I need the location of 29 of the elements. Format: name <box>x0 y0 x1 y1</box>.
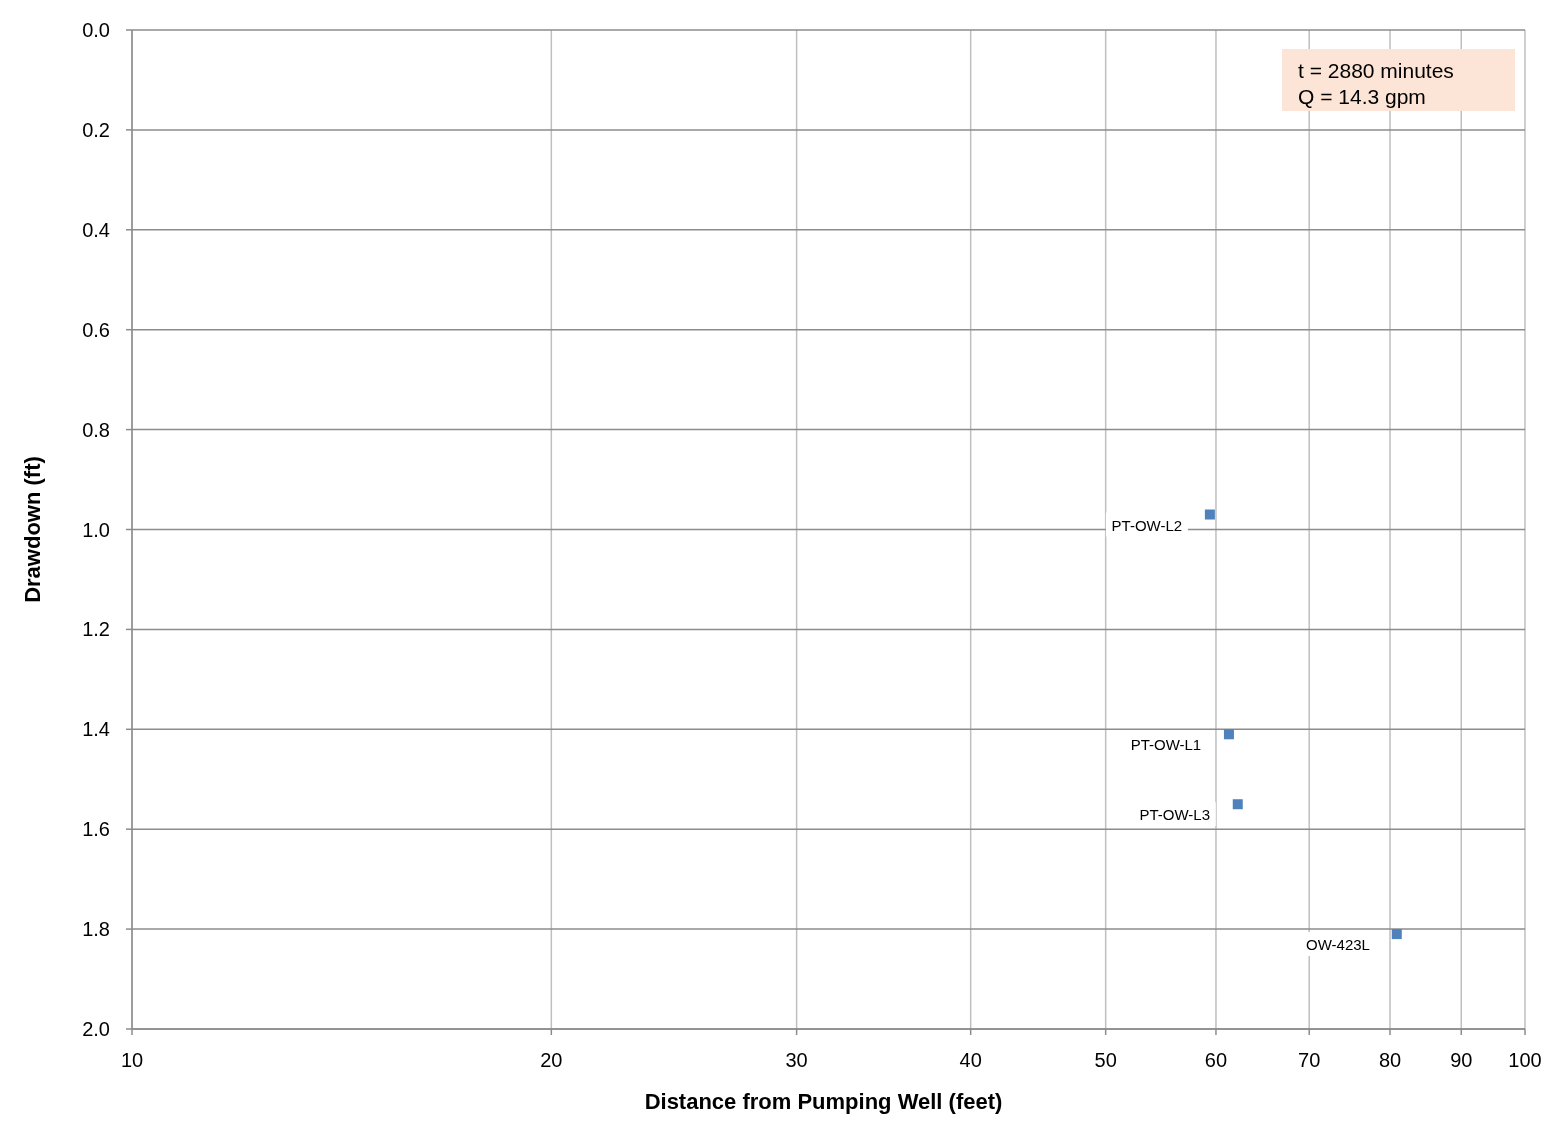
x-axis-title: Distance from Pumping Well (feet) <box>644 1089 1003 1114</box>
y-tick-label: 2.0 <box>82 1018 110 1040</box>
annotation: OW-423L <box>1306 936 1370 954</box>
y-tick-label: 0.8 <box>82 418 110 441</box>
annotation: PT-OW-L2 <box>1111 516 1183 534</box>
y-tick-label: 1.4 <box>82 718 110 741</box>
y-axis-title: Drawdown (ft) <box>20 456 45 603</box>
y-tick-label: 1.6 <box>82 818 110 841</box>
annotation: PT-OW-L1 <box>1130 736 1202 754</box>
y-tick-label: 1.0 <box>82 518 110 541</box>
y-tick-label: 0.2 <box>82 118 110 141</box>
y-tick-label: 0.6 <box>82 318 110 341</box>
y-tick-label: 1.8 <box>82 918 110 941</box>
x-tick-label: 50 <box>1094 1049 1117 1071</box>
x-tick-label: 70 <box>1298 1049 1321 1071</box>
x-tick-label: 30 <box>785 1049 808 1071</box>
x-tick-label: 60 <box>1204 1049 1228 1071</box>
x-tick-label: 80 <box>1378 1049 1402 1071</box>
x-tick-label: 100 <box>1508 1049 1542 1071</box>
annotation: PT-OW-L3 <box>1139 806 1211 824</box>
y-tick-label: 0.4 <box>82 218 110 241</box>
x-tick-label: 90 <box>1450 1049 1473 1071</box>
annotation: Q = 14.3 gpm <box>1298 85 1426 108</box>
x-tick-label: 40 <box>959 1049 982 1071</box>
x-tick-label: 10 <box>120 1049 144 1071</box>
y-tick-label: 0.0 <box>82 19 110 41</box>
annotation: t = 2880 minutes <box>1298 59 1454 82</box>
y-tick-label: 1.2 <box>82 618 110 641</box>
x-tick-label: 20 <box>540 1049 563 1071</box>
